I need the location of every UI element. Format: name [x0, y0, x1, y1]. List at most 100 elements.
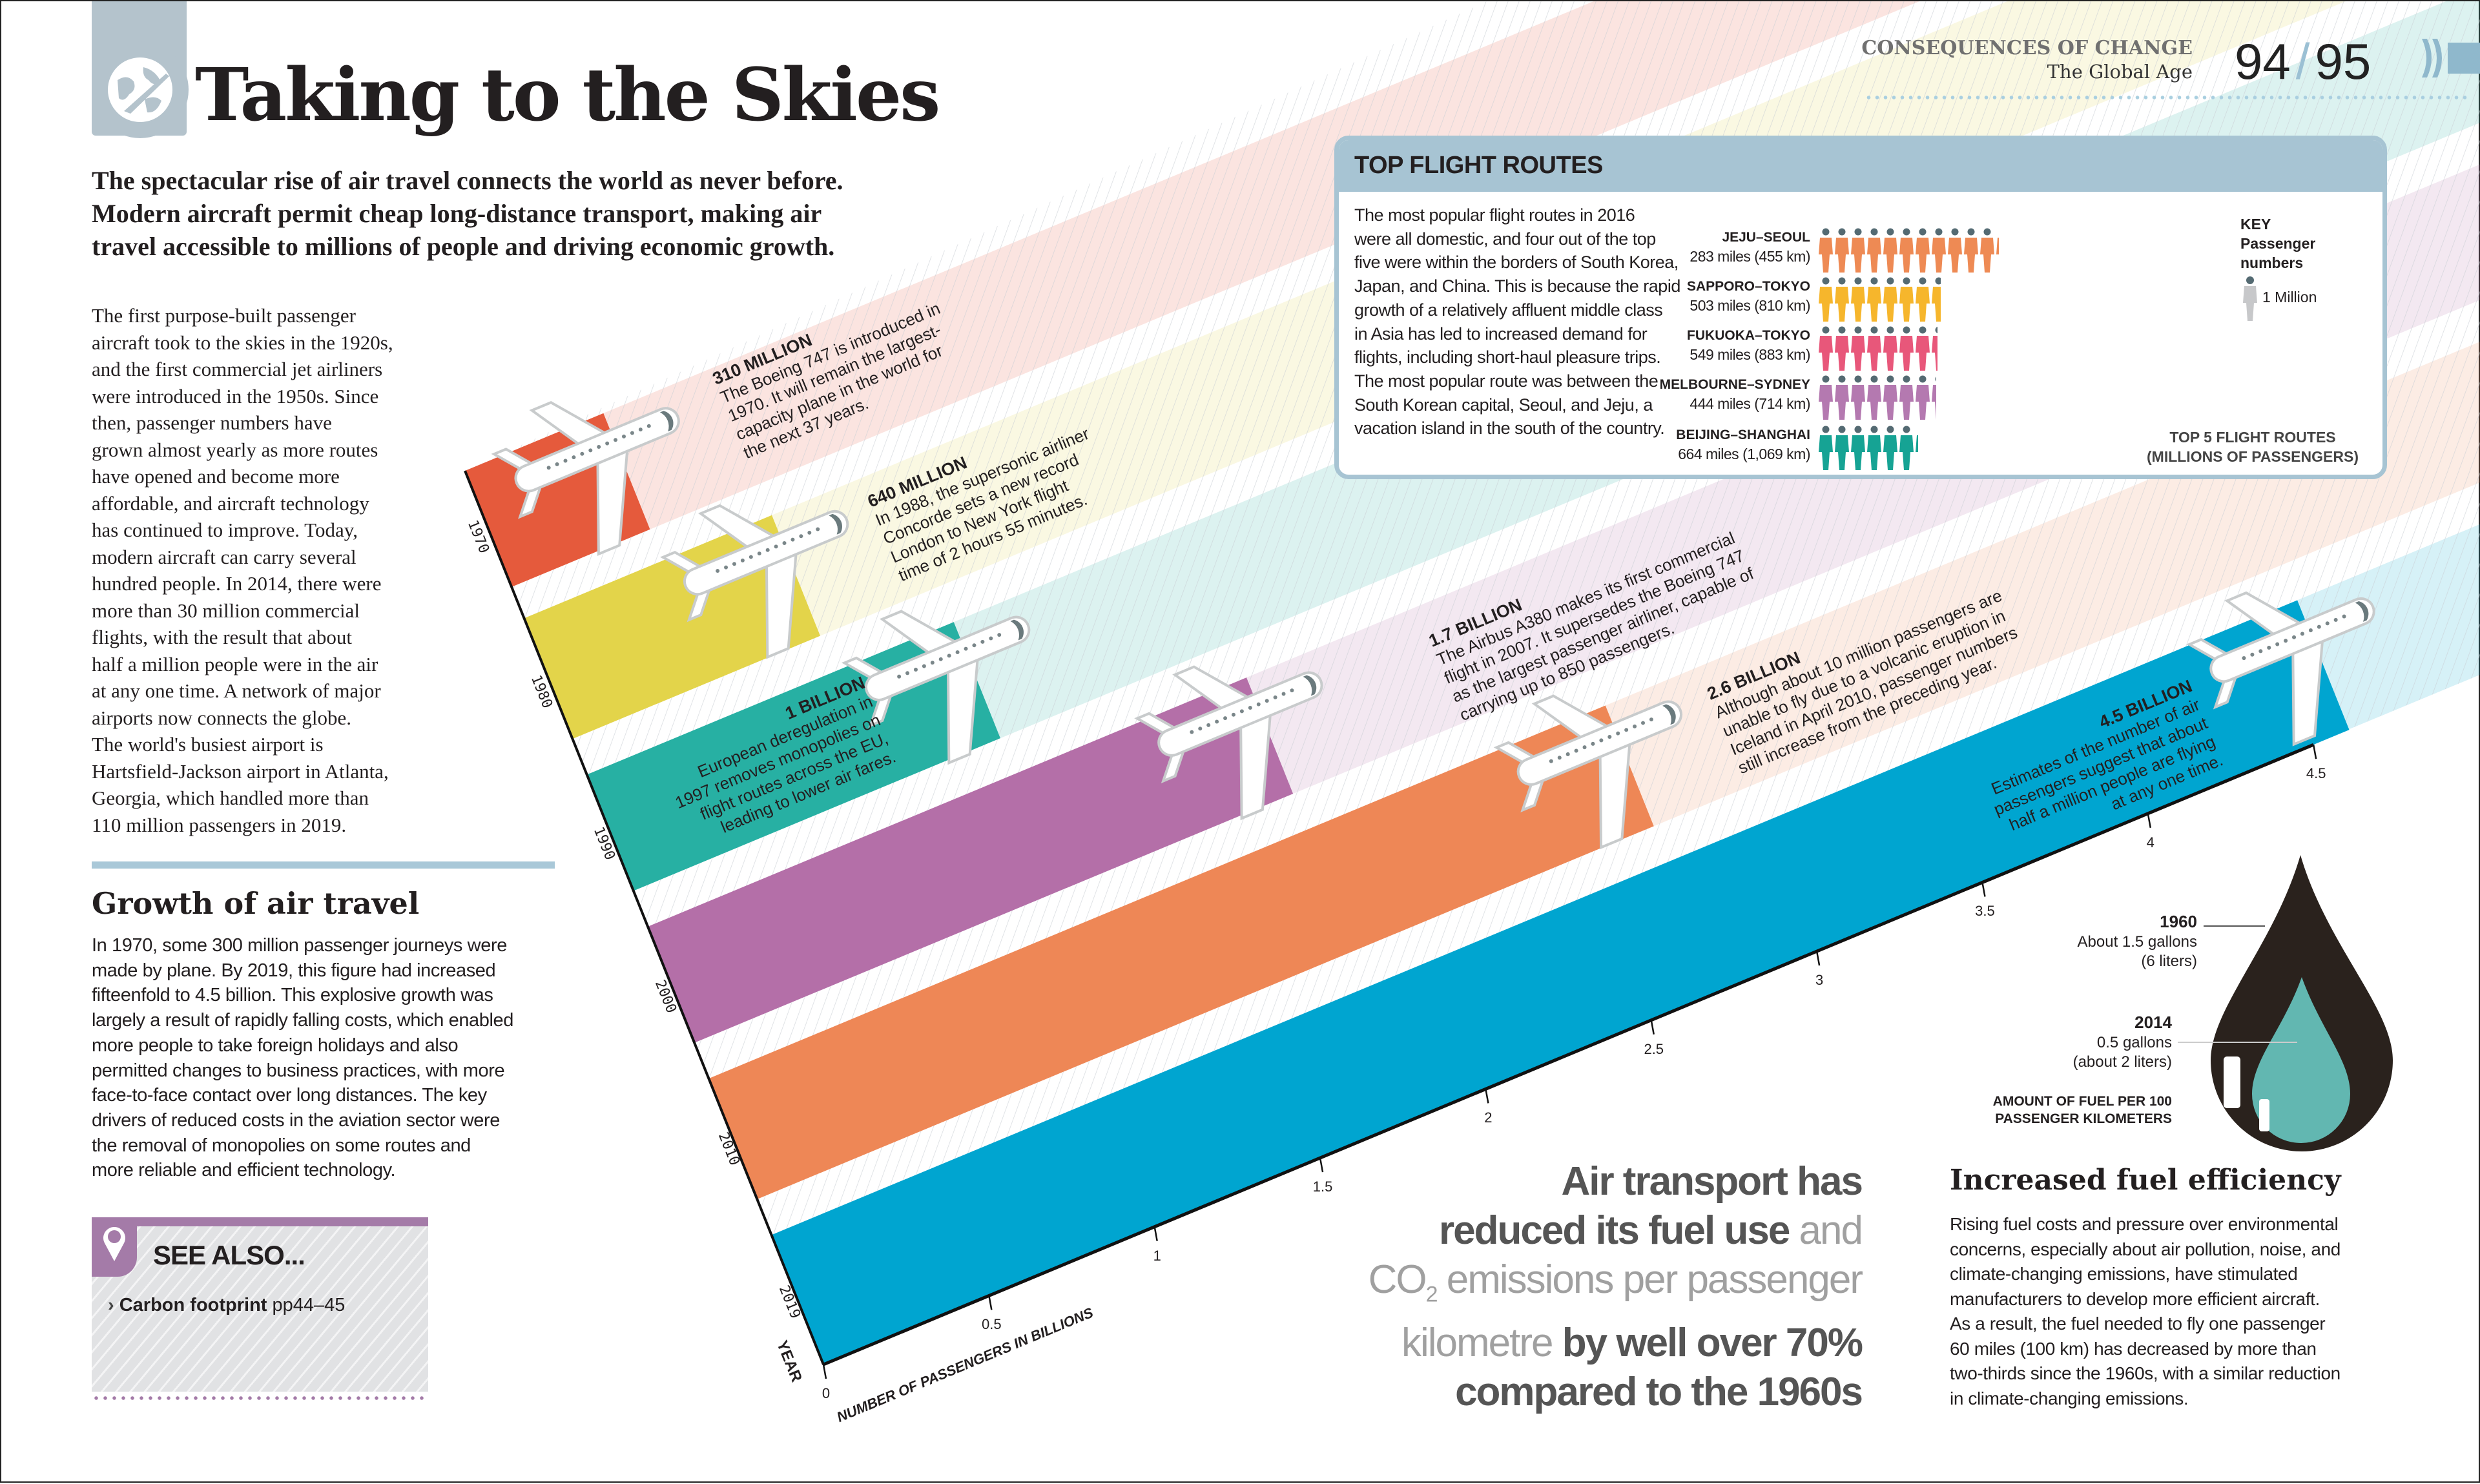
key-title: KEY Passenger numbers: [2240, 214, 2337, 273]
text-line: The most popular flight routes in 2016: [1354, 205, 1635, 225]
x-tick: [1815, 951, 1821, 966]
text-line: manufacturers to develop more efficient …: [1950, 1288, 2320, 1309]
person-icon: [1867, 326, 1881, 371]
fuel-1960-label: 1960 About 1.5 gallons (6 liters): [2078, 912, 2197, 971]
text-line: at any one time. A network of major: [92, 679, 381, 702]
text-line: concerns, especially about air pollution…: [1950, 1239, 2340, 1259]
route-passenger-figures: [1818, 325, 1938, 372]
fuel-amount-metric: (about 2 liters): [2072, 1053, 2172, 1071]
x-tick-label: 0: [822, 1385, 831, 1401]
bar-2010: [708, 705, 1654, 1199]
person-icon: [1899, 375, 1914, 420]
subsection-title: The Global Age: [2047, 61, 2193, 83]
text-line: more than 30 million commercial: [92, 599, 360, 622]
route-row: MELBOURNE–SYDNEY 444 miles (714 km): [1660, 375, 2101, 421]
route-name: MELBOURNE–SYDNEY: [1659, 377, 1810, 392]
person-icon: [1932, 277, 1941, 322]
x-tick: [1981, 882, 1986, 897]
text-line: Modern aircraft permit cheap long-distan…: [92, 199, 822, 228]
header-dotted-rule: [1865, 96, 2468, 99]
route-row: SAPPORO–TOKYO 503 miles (810 km): [1687, 276, 2101, 323]
person-icon: [1883, 228, 1897, 273]
route-name: SAPPORO–TOKYO: [1687, 279, 1810, 294]
airplane-icon: [491, 400, 680, 556]
text-line: vacation island in the south of the coun…: [1354, 418, 1665, 438]
route-passenger-figures: [1818, 276, 1941, 323]
see-also-heading: SEE ALSO...: [153, 1240, 305, 1270]
growth-heading: Growth of air travel: [92, 886, 420, 921]
text-line: South Korean capital, Seoul, and Jeju, a: [1354, 395, 1653, 415]
person-icon: [1883, 426, 1897, 470]
see-also-link-pages: pp44–45: [272, 1295, 346, 1315]
person-icon: [1916, 435, 1918, 452]
person-icon: [1867, 228, 1881, 273]
route-distance: 549 miles (883 km): [1690, 346, 1810, 363]
panel-header: [1339, 140, 2382, 192]
text-line: Georgia, which handled more than: [92, 787, 369, 809]
bar-2000: [648, 677, 1294, 1043]
person-icon: [1883, 326, 1897, 371]
route-distance: 283 miles (455 km): [1690, 248, 1810, 265]
text-line: in climate-changing emissions.: [1950, 1388, 2189, 1408]
text-line: then, passenger numbers have: [92, 411, 332, 434]
x-tick-label: 0.5: [982, 1316, 1002, 1333]
person-icon: [1835, 228, 1849, 273]
panel-text: The most popular flight routes in 2016 we…: [1354, 203, 1680, 440]
text-line: largely a result of rapidly falling cost…: [92, 1010, 514, 1031]
airplane-icon: [1493, 694, 1683, 850]
text-line: modern aircraft can carry several: [92, 545, 356, 568]
quote-light: kilometre: [1401, 1321, 1554, 1366]
text-line: flights, including short-haul pleasure t…: [1354, 347, 1661, 367]
person-icon: [1964, 228, 1978, 273]
see-also-link[interactable]: › Carbon footprint pp44–45: [108, 1295, 345, 1316]
text-line: the removal of monopolies on some routes…: [92, 1135, 471, 1156]
text-line: made by plane. By 2019, this figure had …: [92, 960, 496, 981]
x-tick-label: 2: [1484, 1109, 1493, 1126]
person-icon: [1899, 426, 1914, 470]
dotted-rule: [92, 1396, 428, 1400]
passenger-axis: [823, 743, 2315, 1366]
person-icon: [1899, 228, 1914, 273]
caption-line-1: TOP 5 FLIGHT ROUTES: [2169, 429, 2336, 446]
text-line: Hartsfield-Jackson airport in Atlanta,: [92, 759, 389, 783]
text-line: half a million people were in the air: [92, 652, 378, 675]
text-line: growth of a relatively affluent middle c…: [1354, 300, 1663, 320]
route-row: JEJU–SEOUL 283 miles (455 km): [1690, 227, 2101, 274]
text-line: drivers of reduced costs in the aviation…: [92, 1109, 501, 1131]
globe-plane-icon: [92, 41, 189, 138]
person-icon: [1867, 375, 1881, 420]
person-icon: [1835, 277, 1849, 322]
text-line: more people to take foreign holidays and…: [92, 1035, 459, 1056]
quote-dark: by well over 70%: [1562, 1321, 1863, 1366]
fuel-amount-metric: (6 liters): [2141, 953, 2197, 970]
person-icon: [1851, 326, 1865, 371]
key-sublabel: Passenger numbers: [2240, 235, 2316, 271]
person-icon: [1851, 375, 1865, 420]
text-line: face-to-face contact over long distances…: [92, 1085, 487, 1106]
person-icon: [1916, 375, 1930, 420]
quote-line: compared to the 1960s: [1455, 1370, 1863, 1415]
text-line: hundred people. In 2014, there were: [92, 572, 382, 595]
text-line: five were within the borders of South Ko…: [1354, 252, 1679, 273]
text-line: permitted changes to business practices,…: [92, 1060, 505, 1081]
person-icon: [2243, 276, 2257, 321]
page-left: 94: [2235, 33, 2291, 90]
person-icon: [1851, 277, 1865, 322]
person-icon: [1835, 326, 1849, 371]
page-separator: /: [2295, 33, 2310, 90]
quote-line: reduced its fuel use and: [1369, 1206, 1863, 1255]
quote-line: Air transport has: [1561, 1159, 1863, 1204]
page-title: Taking to the Skies: [195, 53, 940, 138]
key-label: KEY: [2240, 216, 2271, 232]
route-passenger-figures: [1818, 375, 1936, 421]
fuel-text: Rising fuel costs and pressure over envi…: [1950, 1212, 2340, 1411]
route-passenger-figures: [1818, 425, 1918, 471]
x-tick-label: 4: [2146, 834, 2154, 850]
person-icon: [1996, 238, 1999, 254]
person-icon: [1932, 228, 1946, 273]
text-line: 60 miles (100 km) has decreased by more …: [1950, 1338, 2317, 1359]
person-icon: [1932, 326, 1938, 371]
text-line: two-thirds since the 1960s, with a simil…: [1950, 1363, 2340, 1383]
section-title: CONSEQUENCES OF CHANGE: [1861, 37, 2193, 59]
person-icon: [1867, 277, 1881, 322]
